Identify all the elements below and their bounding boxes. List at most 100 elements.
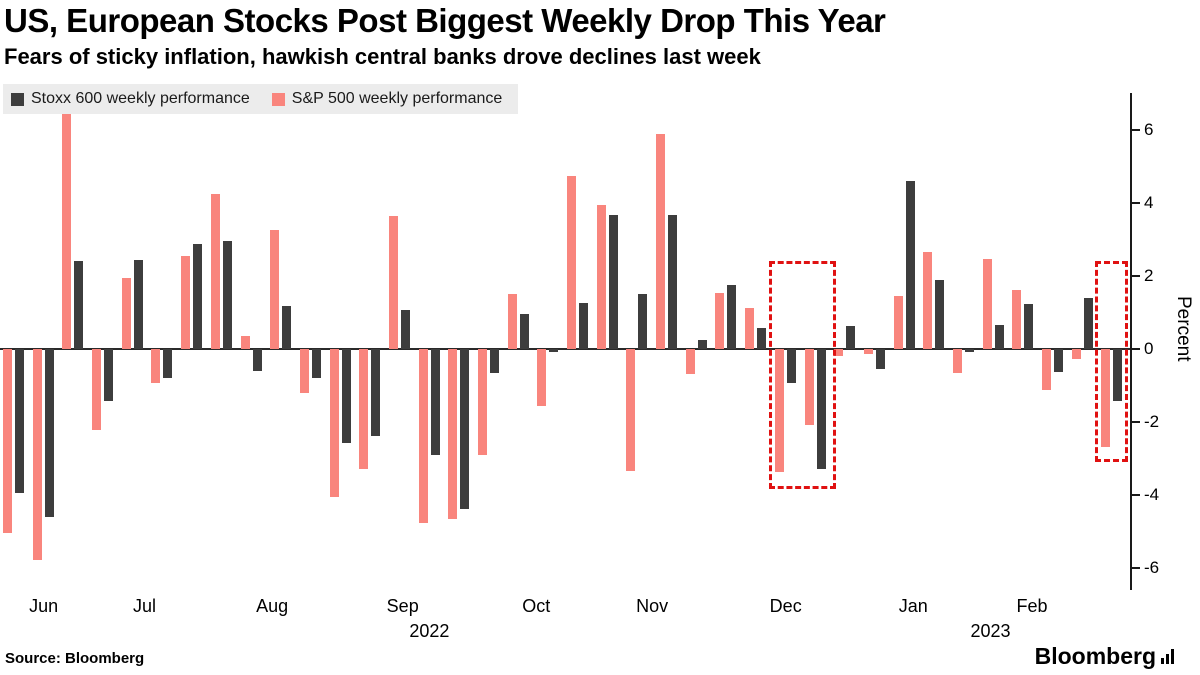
bar-stoxx600-w15: [460, 349, 470, 509]
bar-sp500-w9: [270, 230, 280, 349]
bar-sp500-w7: [210, 193, 220, 349]
bar-sp500-w3: [92, 349, 102, 430]
source-note: Source: Bloomberg: [5, 650, 145, 667]
bar-sp500-w37: [1101, 349, 1111, 447]
x-label-dec: Dec: [769, 596, 802, 616]
bar-stoxx600-w8: [252, 349, 262, 371]
bloomberg-wordmark: Bloomberg: [1034, 643, 1156, 669]
legend-label-sp500: S&P 500 weekly performance: [291, 90, 503, 107]
bar-stoxx600-w14: [430, 349, 440, 455]
y-tick-2: [1130, 275, 1140, 277]
bar-sp500-w29: [863, 349, 873, 355]
bar-stoxx600-w0: [15, 349, 24, 494]
bar-stoxx600-w1: [44, 349, 54, 517]
bar-sp500-w20: [596, 204, 606, 349]
y-tick-label-2: 2: [1144, 266, 1154, 285]
bar-stoxx600-w29: [875, 349, 885, 370]
bar-stoxx600-w26: [786, 349, 796, 384]
x-label-oct: Oct: [522, 596, 551, 616]
x-label-sep: Sep: [386, 596, 419, 616]
bar-stoxx600-w37: [1113, 349, 1123, 401]
y-tick-label-6: 6: [1144, 120, 1154, 139]
y-tick-0: [1130, 348, 1140, 350]
x-label-aug: Aug: [256, 596, 289, 616]
bar-sp500-w18: [537, 349, 547, 406]
bar-stoxx600-w9: [282, 305, 292, 349]
y-tick-label--6: -6: [1144, 558, 1160, 577]
bar-sp500-w22: [656, 133, 665, 349]
bar-stoxx600-w7: [222, 241, 232, 349]
y-tick-label--2: -2: [1144, 412, 1160, 431]
y-axis-title: Percent: [1173, 296, 1194, 362]
bar-sp500-w13: [388, 215, 398, 349]
bar-stoxx600-w17: [519, 313, 529, 349]
bar-sp500-w33: [982, 258, 992, 349]
y-tick-label--4: -4: [1144, 485, 1160, 504]
bar-sp500-w34: [1012, 289, 1022, 349]
bloomberg-chart-icon: [1161, 649, 1174, 664]
x-year-2023: 2023: [970, 621, 1011, 641]
bar-stoxx600-w18: [549, 349, 559, 353]
y-tick--4: [1130, 494, 1140, 496]
y-tick--2: [1130, 421, 1140, 423]
highlight-box-1: [769, 261, 837, 490]
y-tick--6: [1130, 567, 1140, 569]
bar-stoxx600-w33: [994, 324, 1004, 349]
bar-stoxx600-w36: [1083, 297, 1093, 349]
bar-stoxx600-w32: [964, 349, 974, 353]
sp500-swatch-icon: [271, 92, 285, 106]
bar-stoxx600-w2: [74, 261, 84, 349]
legend: Stoxx 600 weekly performance S&P 500 wee…: [3, 84, 519, 114]
x-label-feb: Feb: [1016, 596, 1048, 616]
bar-sp500-w25: [745, 307, 755, 349]
y-tick-label-4: 4: [1144, 193, 1154, 212]
bar-stoxx600-w13: [400, 310, 410, 349]
bloomberg-logo: Bloomberg: [1035, 643, 1174, 670]
x-label-jul: Jul: [132, 596, 157, 616]
y-tick-4: [1130, 202, 1140, 204]
chart-subtitle: Fears of sticky inflation, hawkish centr…: [4, 44, 761, 69]
bar-sp500-w16: [477, 349, 487, 456]
bar-sp500-w12: [359, 349, 369, 470]
bar-stoxx600-w31: [935, 280, 945, 349]
bar-sp500-w5: [151, 349, 161, 383]
bar-stoxx600-w24: [727, 284, 737, 349]
bar-stoxx600-w20: [608, 214, 618, 349]
bar-sp500-w31: [923, 251, 933, 349]
bar-sp500-w19: [567, 176, 576, 349]
chart-title: US, European Stocks Post Biggest Weekly …: [4, 2, 886, 39]
bar-stoxx600-w35: [1053, 349, 1063, 372]
x-label-jan: Jan: [898, 596, 928, 616]
bar-sp500-w32: [952, 349, 962, 374]
bar-stoxx600-w19: [579, 302, 588, 349]
y-tick-6: [1130, 129, 1140, 131]
x-label-jun: Jun: [29, 596, 59, 616]
bar-sp500-w10: [299, 349, 309, 394]
legend-item-stoxx600: Stoxx 600 weekly performance: [11, 90, 250, 108]
bar-sp500-w11: [329, 349, 339, 497]
bar-stoxx600-w25: [757, 327, 767, 349]
bar-sp500-w6: [181, 255, 191, 349]
highlight-box-2: [1095, 261, 1128, 463]
bar-stoxx600-w4: [133, 259, 143, 349]
zero-baseline: [0, 348, 1130, 350]
bar-stoxx600-w11: [341, 349, 351, 444]
bar-sp500-w2: [62, 113, 72, 349]
bar-stoxx600-w34: [1024, 304, 1034, 349]
bar-sp500-w14: [418, 349, 428, 524]
bar-stoxx600-w23: [697, 339, 707, 349]
bar-sp500-w24: [715, 293, 725, 349]
bar-sp500-w23: [685, 349, 695, 375]
bar-stoxx600-w28: [846, 325, 856, 349]
bar-stoxx600-w10: [311, 349, 321, 379]
bar-sp500-w21: [626, 349, 636, 472]
bar-sp500-w0: [3, 349, 12, 534]
bar-stoxx600-w30: [905, 181, 915, 349]
bar-stoxx600-w27: [816, 349, 826, 469]
y-axis-line: [1130, 93, 1132, 590]
bar-sp500-w17: [507, 293, 517, 349]
bar-sp500-w26: [774, 349, 784, 472]
bar-sp500-w8: [240, 335, 250, 349]
bar-stoxx600-w6: [193, 243, 203, 349]
